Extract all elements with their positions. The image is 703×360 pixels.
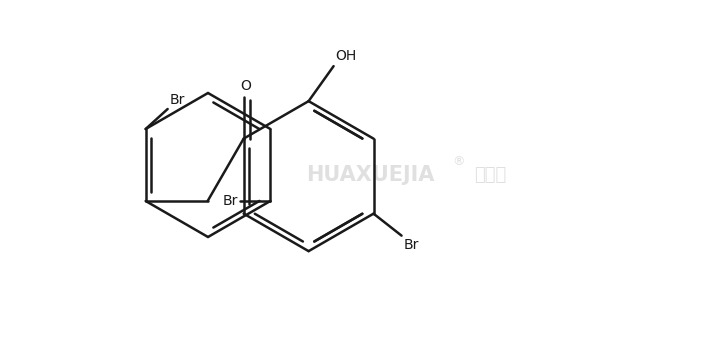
Text: OH: OH (335, 49, 357, 63)
Text: ®: ® (452, 156, 465, 168)
Text: Br: Br (223, 194, 238, 208)
Text: Br: Br (169, 93, 185, 107)
Text: HUAXUEJIA: HUAXUEJIA (306, 165, 434, 185)
Text: O: O (240, 78, 251, 93)
Text: 化学加: 化学加 (474, 166, 506, 184)
Text: Br: Br (404, 238, 419, 252)
